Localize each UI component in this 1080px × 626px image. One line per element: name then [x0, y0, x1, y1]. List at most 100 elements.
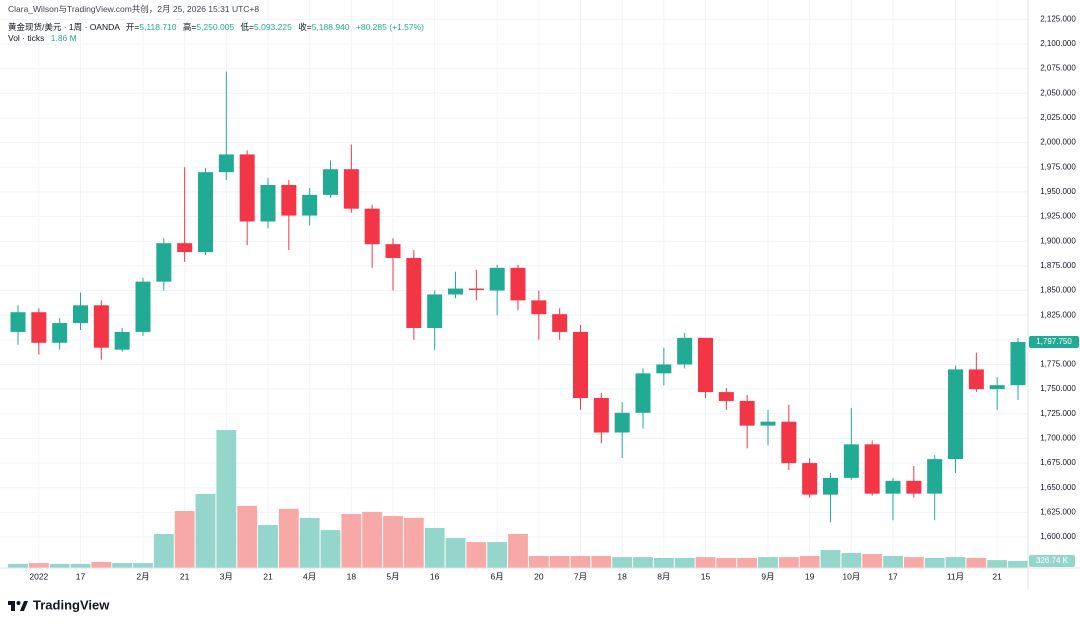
candle-body [573, 331, 588, 398]
y-tick-label: 1,875.000 [1040, 261, 1076, 270]
volume-bar [778, 557, 799, 568]
x-tick-label: 8月 [657, 571, 670, 581]
volume-bar [299, 517, 320, 568]
candle-body [406, 257, 422, 328]
candle-body [864, 444, 880, 494]
candle-body [448, 288, 463, 295]
candle-body [531, 300, 547, 315]
volume-bar [716, 557, 737, 568]
last-volume-label: 326.74 K [1036, 556, 1069, 565]
x-tick-label: 21 [180, 571, 190, 581]
volume-bar [403, 517, 424, 568]
volume-bar [737, 557, 758, 568]
candle-body [364, 208, 380, 245]
volume-bar [237, 505, 258, 568]
volume-bar [883, 556, 903, 568]
y-tick-label: 1,900.000 [1040, 236, 1076, 245]
candle-body [614, 412, 630, 433]
ohlc-label: 开= [125, 22, 140, 32]
brand-logo: TradingView [8, 597, 110, 612]
volume-bar [153, 533, 174, 568]
last-price-label: 1,797.750 [1036, 337, 1072, 346]
candle-body [948, 369, 963, 460]
candle-body [177, 243, 193, 253]
candle-body [885, 480, 901, 494]
y-tick-label: 1,850.000 [1040, 286, 1076, 295]
symbol-legend: 黄金现货/美元 · 1周 · OANDA 开=5,118.710 高=5,250… [8, 22, 424, 33]
volume-bar [320, 530, 341, 568]
candle-body [989, 385, 1005, 390]
volume-bar [862, 554, 883, 568]
x-tick-label: 20 [534, 571, 544, 581]
volume-bar [445, 538, 466, 568]
candle-body [343, 169, 359, 209]
ohlc-value: 5,188.940 [311, 22, 350, 32]
candle-body [10, 312, 26, 332]
logo-shape [20, 601, 28, 611]
y-tick-label: 1,950.000 [1040, 187, 1076, 196]
last-price-box [1029, 336, 1079, 349]
candle-body [427, 294, 443, 328]
y-tick-label: 2,025.000 [1040, 113, 1076, 122]
y-tick-label: 2,125.000 [1040, 14, 1076, 23]
candle-body [760, 421, 776, 426]
x-tick-label: 17 [76, 571, 86, 581]
volume-layer [8, 430, 1028, 568]
volume-bar [258, 524, 278, 568]
candle-body [781, 421, 797, 464]
y-tick-label: 1,825.000 [1040, 310, 1076, 319]
candle-body [510, 267, 526, 301]
candle-body [385, 244, 401, 258]
x-tick-label: 18 [617, 571, 627, 581]
y-tick-label: 1,675.000 [1040, 458, 1076, 467]
candle-body [73, 305, 88, 324]
volume-bar [508, 533, 528, 568]
volume-bar [341, 514, 362, 568]
x-tick-label: 21 [263, 571, 273, 581]
volume-bar [695, 557, 716, 568]
volume-bar [966, 557, 987, 568]
candle-body [906, 480, 922, 494]
volume-bar [799, 556, 820, 568]
volume-bar [70, 563, 91, 568]
x-tick-label: 19 [805, 571, 815, 581]
volume-bar [820, 550, 841, 568]
candle-body [552, 314, 568, 332]
candle-body [698, 337, 713, 393]
volume-bar [1008, 561, 1028, 568]
y-tick-label: 1,725.000 [1040, 409, 1076, 418]
candle-body [656, 364, 672, 374]
x-tick-label: 11月 [947, 571, 964, 581]
x-tick-label: 17 [888, 571, 898, 581]
volume-bar [549, 556, 570, 568]
volume-bar [383, 515, 403, 568]
x-tick-label: 4月 [303, 571, 316, 581]
change: +80.285 (+1.57%) [355, 22, 424, 32]
x-tick-label: 9月 [761, 571, 774, 581]
candle-body [968, 369, 984, 390]
ohlc-label: 收= [298, 22, 312, 32]
brand-name: TradingView [33, 597, 110, 612]
candle-body [114, 331, 130, 350]
volume-bar [987, 560, 1008, 568]
y-tick-label: 1,650.000 [1040, 483, 1076, 492]
x-tick-label: 2月 [136, 571, 149, 581]
y-tick-label: 2,000.000 [1040, 138, 1076, 147]
y-tick-label: 1,625.000 [1040, 507, 1076, 516]
candle-body [593, 397, 609, 433]
y-tick-label: 1,750.000 [1040, 384, 1076, 393]
y-tick-label: 1,775.000 [1040, 360, 1076, 369]
x-tick-label: 6月 [491, 571, 504, 581]
volume-bar [487, 542, 508, 568]
ohlc-value: 5,250.005 [196, 22, 235, 32]
candle-body [198, 172, 213, 253]
candle-body [718, 392, 734, 401]
candle-body [281, 184, 297, 216]
candle-body [927, 459, 943, 494]
y-tick-label: 2,100.000 [1040, 39, 1076, 48]
candle-body [93, 305, 109, 348]
volume-bar [174, 511, 195, 568]
y-tick-label: 2,075.000 [1040, 64, 1076, 73]
